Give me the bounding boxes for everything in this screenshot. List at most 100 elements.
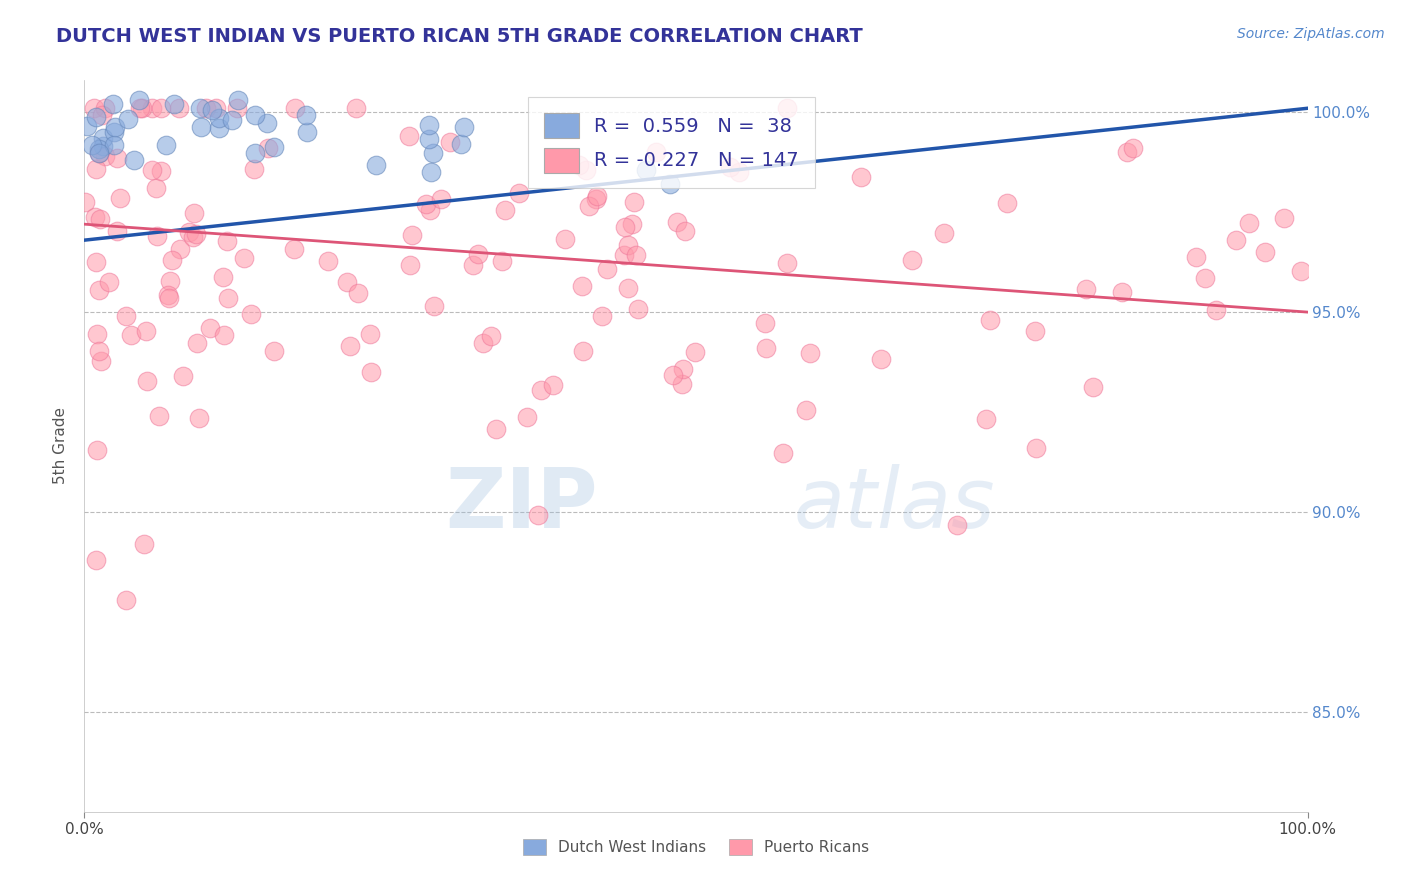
Point [755, 341, 778, 355]
Point [659, 178, 682, 192]
Point [461, 258, 484, 272]
Point [200, 320, 222, 334]
Point [225, 101, 247, 115]
Y-axis label: 5th Grade: 5th Grade [53, 408, 69, 484]
Point [636, 163, 658, 178]
Point [799, 345, 821, 359]
Point [624, 248, 647, 262]
Point [205, 101, 228, 115]
Point [997, 196, 1019, 211]
Point [344, 101, 367, 115]
Point [450, 137, 472, 152]
Point [91, 131, 114, 145]
Point [453, 120, 475, 135]
Point [263, 140, 285, 154]
Point [187, 410, 209, 425]
Point [627, 302, 650, 317]
Point [575, 163, 598, 178]
Point [422, 145, 444, 160]
Point [946, 518, 969, 533]
Point [595, 262, 617, 277]
Point [901, 253, 924, 268]
Point [399, 258, 422, 272]
Point [90, 354, 112, 368]
Point [776, 101, 799, 115]
Point [617, 281, 640, 295]
Point [775, 256, 797, 270]
Point [1289, 264, 1312, 278]
Point [94, 101, 117, 115]
Point [1116, 145, 1139, 159]
Point [146, 228, 169, 243]
Point [479, 329, 502, 343]
Point [177, 225, 200, 239]
Point [105, 224, 128, 238]
Point [201, 103, 224, 117]
Point [718, 160, 741, 174]
Point [1025, 441, 1047, 455]
Point [494, 202, 516, 217]
Point [1194, 271, 1216, 285]
Point [526, 508, 548, 522]
Point [243, 161, 266, 176]
Point [221, 112, 243, 127]
Point [794, 403, 817, 417]
Point [208, 120, 231, 135]
Point [184, 227, 207, 242]
Point [148, 409, 170, 424]
Point [516, 410, 538, 425]
Point [101, 97, 124, 112]
Point [1111, 285, 1133, 299]
Point [1205, 303, 1227, 318]
Point [554, 232, 576, 246]
Point [870, 351, 893, 366]
Point [157, 291, 180, 305]
Point [91, 139, 114, 153]
Point [84, 255, 107, 269]
Point [932, 226, 955, 240]
Point [336, 275, 359, 289]
Point [159, 274, 181, 288]
Point [87, 283, 110, 297]
Point [420, 165, 443, 179]
Point [1184, 251, 1206, 265]
Point [145, 181, 167, 195]
Point [415, 196, 437, 211]
Point [115, 309, 138, 323]
Point [578, 199, 600, 213]
Point [103, 138, 125, 153]
Point [212, 270, 235, 285]
Point [568, 159, 591, 173]
Point [103, 125, 125, 139]
Point [662, 368, 685, 382]
Text: atlas: atlas [794, 464, 995, 545]
Point [108, 191, 131, 205]
Point [418, 132, 440, 146]
Point [163, 97, 186, 112]
Point [283, 242, 305, 256]
Point [617, 238, 640, 252]
Point [149, 164, 172, 178]
Point [217, 291, 239, 305]
Point [1272, 211, 1295, 225]
Point [141, 101, 163, 115]
Point [683, 344, 706, 359]
Point [623, 195, 645, 210]
Point [86, 442, 108, 457]
Point [228, 93, 250, 107]
Point [673, 224, 696, 238]
Point [339, 339, 361, 353]
Point [256, 116, 278, 130]
Point [243, 145, 266, 160]
Point [169, 242, 191, 256]
Point [585, 189, 607, 203]
Point [84, 553, 107, 567]
Point [183, 230, 205, 244]
Point [1122, 141, 1144, 155]
Point [1237, 216, 1260, 230]
Point [418, 118, 440, 132]
Point [76, 119, 98, 133]
Point [172, 369, 194, 384]
Point [89, 211, 111, 226]
Text: DUTCH WEST INDIAN VS PUERTO RICAN 5TH GRADE CORRELATION CHART: DUTCH WEST INDIAN VS PUERTO RICAN 5TH GR… [56, 27, 863, 45]
